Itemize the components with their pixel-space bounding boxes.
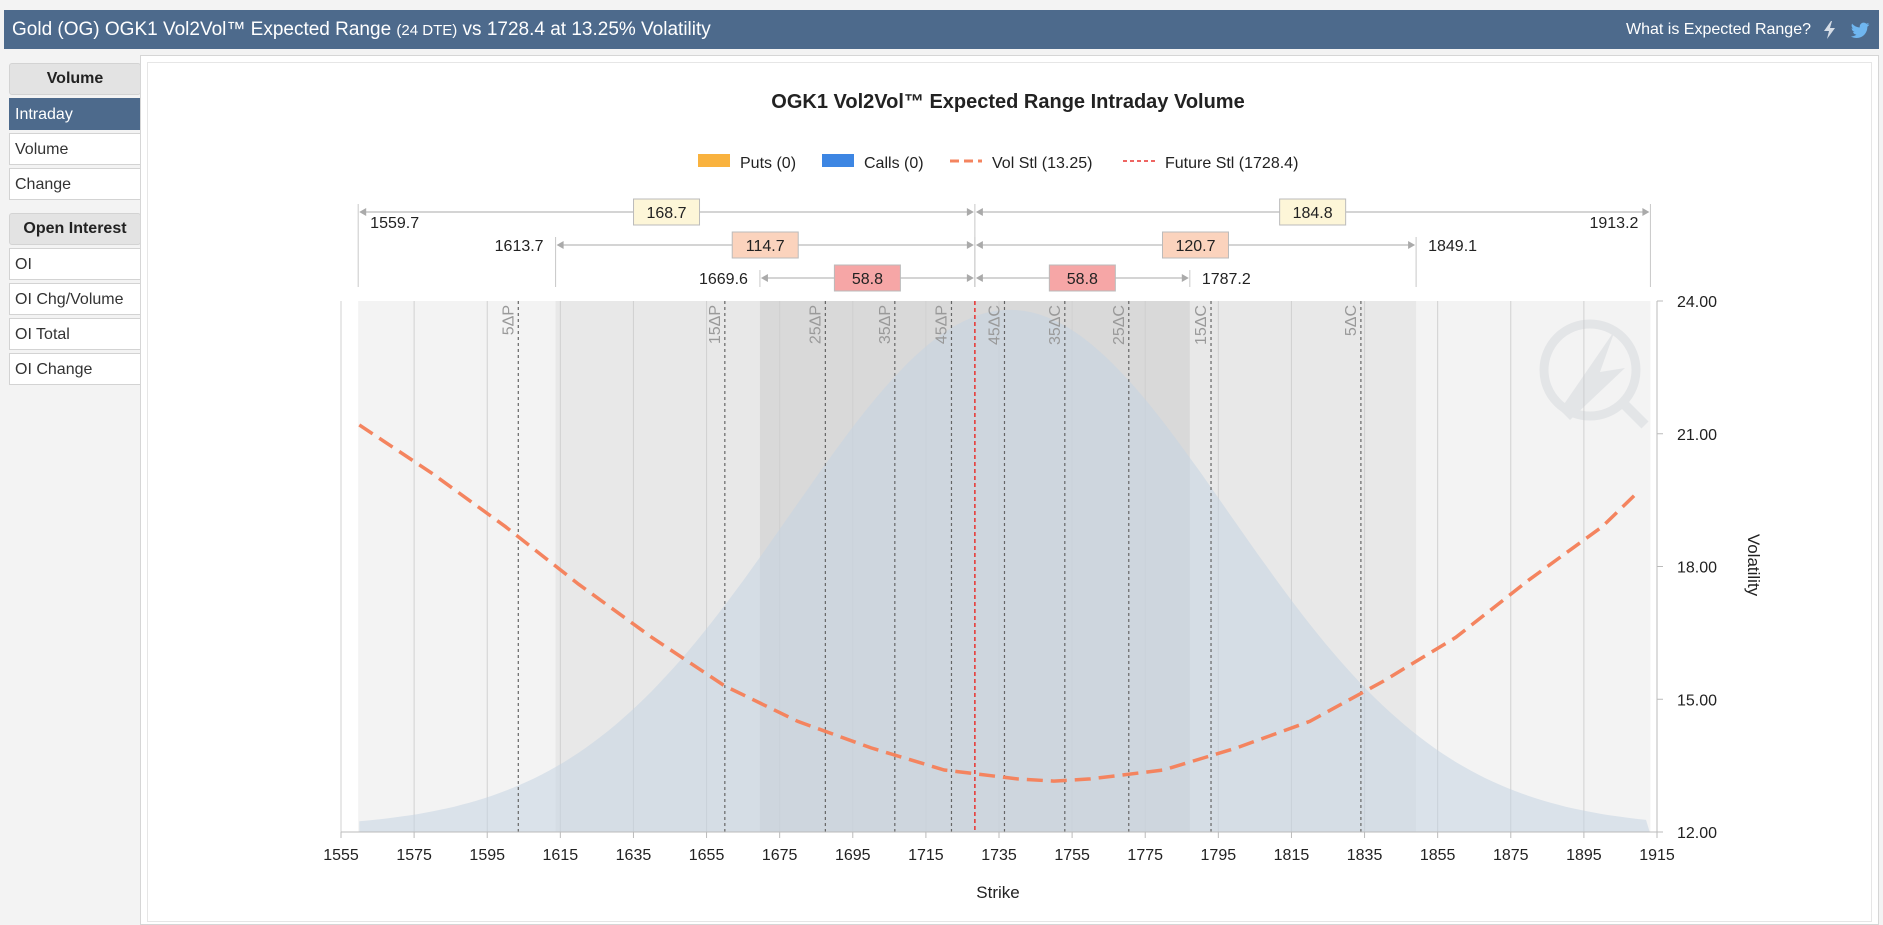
sidebar-item-oi-change[interactable]: OI Change [9,353,141,385]
arrow-head [556,241,564,249]
x-tick-label: 1855 [1420,847,1456,864]
y-tick-label: 12.00 [1677,825,1717,842]
x-tick-label: 1735 [981,847,1017,864]
arrow-head [975,274,983,282]
legend-label-puts[interactable]: Puts (0) [740,155,796,172]
x-tick-label: 1555 [323,847,359,864]
lightning-icon[interactable] [1819,19,1841,41]
range-high-label: 1913.2 [1589,215,1638,232]
range-width-low: 58.8 [852,271,883,288]
range-width-low: 168.7 [647,205,687,222]
arrow-head [966,274,974,282]
delta-label: 25ΔC [1111,305,1128,345]
page-title: Gold (OG) OGK1 Vol2Vol™ Expected Range (… [12,19,711,41]
delta-label: 15ΔP [707,305,724,344]
range-width-high: 120.7 [1175,238,1215,255]
x-tick-label: 1575 [396,847,432,864]
delta-label: 5ΔC [1343,305,1360,336]
title-dte: (24 DTE) [396,21,458,39]
x-tick-label: 1635 [616,847,652,864]
range-low-label: 1559.7 [370,215,419,232]
x-tick-label: 1655 [689,847,725,864]
y-tick-label: 15.00 [1677,692,1717,709]
y-tick-label: 18.00 [1677,560,1717,577]
range-width-box-high [1161,231,1229,259]
legend-label-calls[interactable]: Calls (0) [864,155,924,172]
x-tick-label: 1895 [1566,847,1602,864]
x-tick-label: 1775 [1127,847,1163,864]
watermark-logo [1539,319,1649,429]
vol-stl-line [358,423,1640,783]
chart-legend: Puts (0) Calls (0) Vol Stl (13.25) Futur… [698,154,1298,172]
range-width-box-low [731,231,799,259]
arrow-head [1642,208,1650,216]
range-width-high: 184.8 [1293,205,1333,222]
legend-label-future-stl[interactable]: Future Stl (1728.4) [1165,155,1298,172]
arrow-head [359,208,367,216]
x-tick-label: 1755 [1054,847,1090,864]
open-interest-heading: Open Interest [9,213,141,245]
range-width-box-low [833,264,901,292]
delta-label: 5ΔP [500,305,517,335]
delta-label: 25ΔP [807,305,824,344]
delta-label: 15ΔC [1193,305,1210,345]
arrow-head [975,241,983,249]
chart-title: OGK1 Vol2Vol™ Expected Range Intraday Vo… [771,91,1244,113]
range-width-box-high [1048,264,1116,292]
arrow-head [1408,241,1416,249]
sidebar-item-volume[interactable]: Volume [9,133,141,165]
delta-label: 45ΔC [986,305,1003,345]
x-tick-label: 1795 [1201,847,1237,864]
y-axis-label: Volatility [1744,534,1763,597]
y-tick-label: 24.00 [1677,294,1717,311]
volume-heading: Volume [9,63,141,95]
x-tick-label: 1675 [762,847,798,864]
what-is-expected-range-link[interactable]: What is Expected Range? [1626,20,1811,38]
y-tick-label: 21.00 [1677,427,1717,444]
sidebar-item-oi-chg-volume[interactable]: OI Chg/Volume [9,283,141,315]
x-tick-label: 1875 [1493,847,1529,864]
range-low-label: 1669.6 [699,271,748,288]
arrow-head [760,274,768,282]
sidebar-item-change[interactable]: Change [9,168,141,200]
legend-swatch-calls [822,154,854,167]
range-width-box-high [1279,198,1347,226]
arrow-head [1181,274,1189,282]
sidebar-item-intraday[interactable]: Intraday [9,98,141,130]
sidebar-item-oi[interactable]: OI [9,248,141,280]
x-tick-label: 1835 [1347,847,1383,864]
delta-label: 35ΔP [877,305,894,344]
title-main: Gold (OG) OGK1 Vol2Vol™ Expected Range [12,18,392,40]
range-width-high: 58.8 [1067,271,1098,288]
title-bar: Gold (OG) OGK1 Vol2Vol™ Expected Range (… [4,10,1879,49]
x-tick-label: 1915 [1639,847,1675,864]
twitter-bird-icon[interactable] [1849,19,1871,41]
range-low-label: 1613.7 [495,238,544,255]
delta-label: 45ΔP [933,305,950,344]
title-tail: vs 1728.4 at 13.25% Volatility [462,18,711,40]
range-high-label: 1849.1 [1428,238,1477,255]
arrow-head [966,241,974,249]
x-tick-label: 1615 [543,847,579,864]
sidebar-item-oi-total[interactable]: OI Total [9,318,141,350]
sidebar: Volume Intraday Volume Change Open Inter… [9,63,141,388]
range-width-box-low [633,198,701,226]
arrow-head [966,208,974,216]
arrow-head [975,208,983,216]
range-high-label: 1787.2 [1202,271,1251,288]
legend-swatch-puts [698,154,730,167]
x-tick-label: 1695 [835,847,871,864]
x-axis-label: Strike [976,883,1019,902]
legend-label-vol-stl[interactable]: Vol Stl (13.25) [992,155,1093,172]
range-width-low: 114.7 [746,238,785,255]
x-tick-label: 1815 [1274,847,1310,864]
x-tick-label: 1715 [908,847,944,864]
x-tick-label: 1595 [469,847,505,864]
delta-label: 35ΔC [1047,305,1064,345]
distribution-area [359,309,1650,832]
